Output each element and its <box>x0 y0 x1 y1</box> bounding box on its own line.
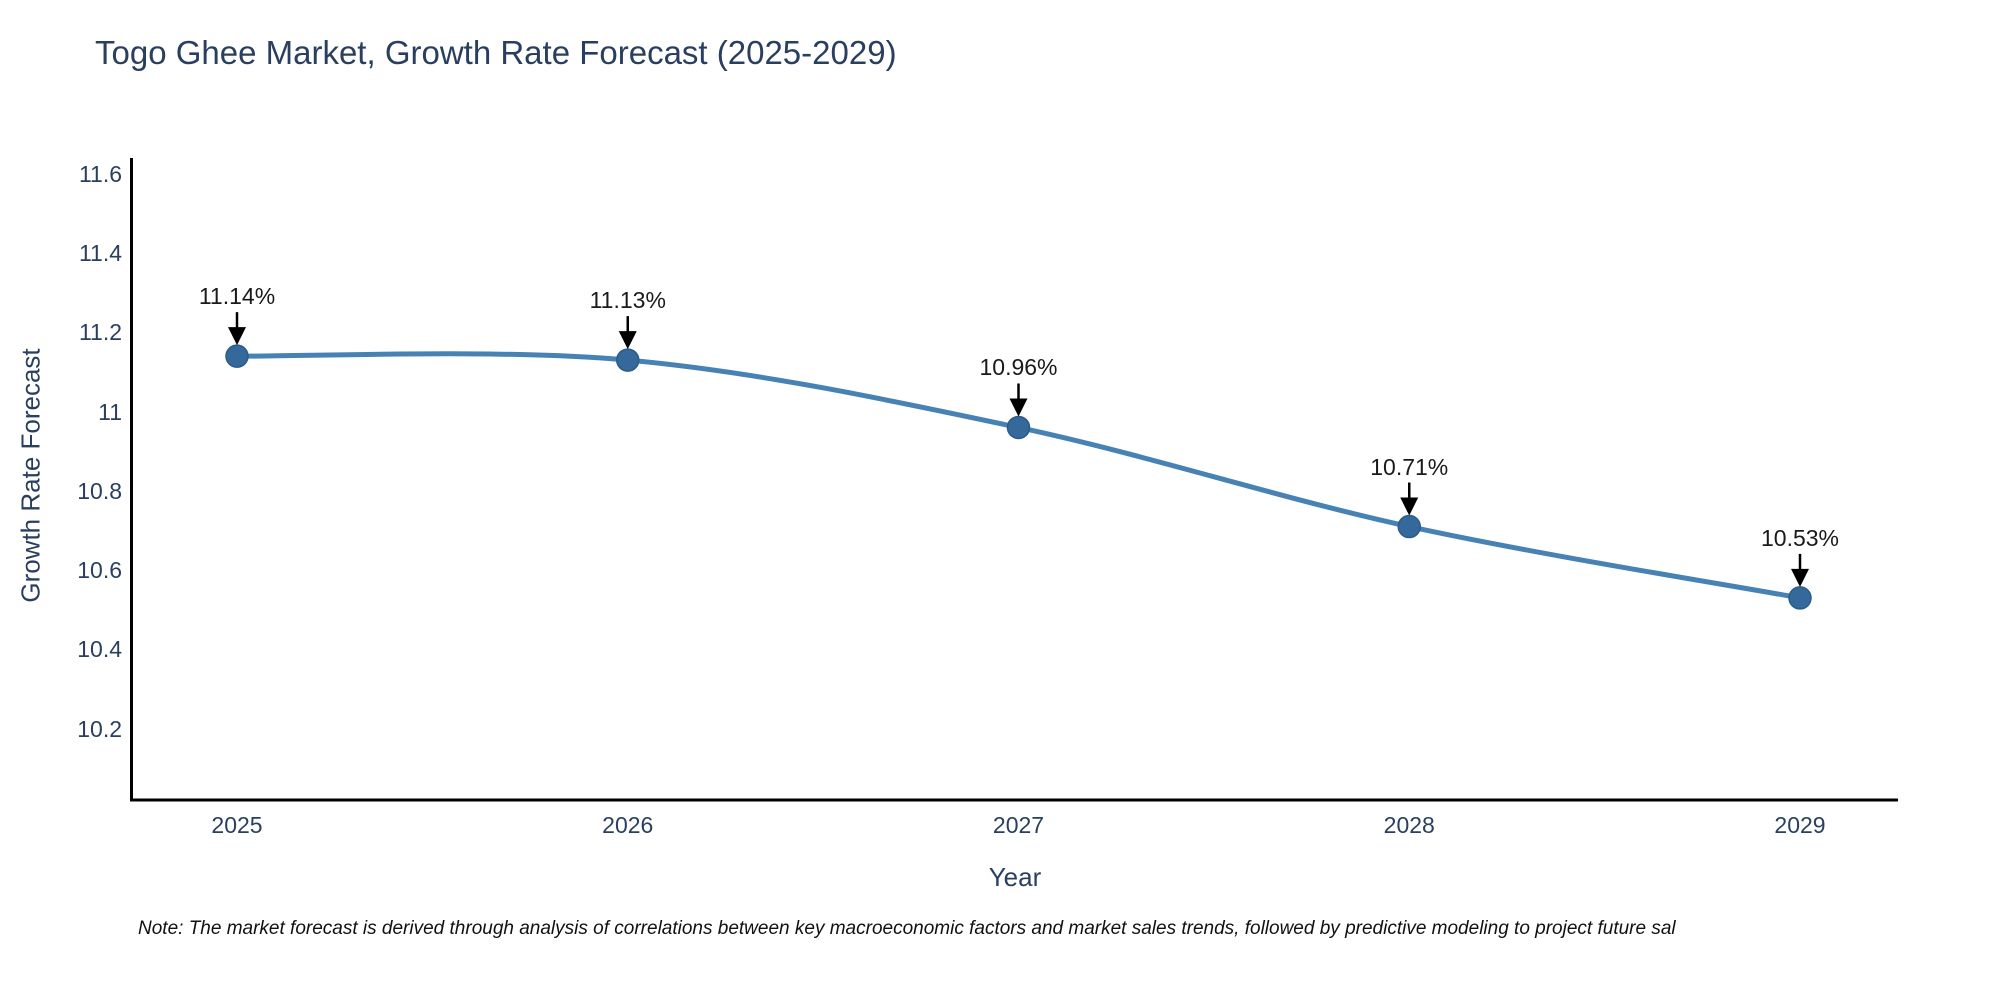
y-tick-label-10.8: 10.8 <box>77 477 122 504</box>
y-tick-label-10.2: 10.2 <box>77 715 122 742</box>
annotation-arrowhead-2029 <box>1791 568 1809 587</box>
chart-title: Togo Ghee Market, Growth Rate Forecast (… <box>95 34 897 71</box>
point-value-label-2029: 10.53% <box>1760 524 1839 551</box>
x-axis-title: Year <box>988 862 1042 892</box>
point-value-label-2025: 11.14% <box>198 283 276 310</box>
x-tick-label-2029: 2029 <box>1774 812 1826 838</box>
x-tick-label-2026: 2026 <box>602 812 654 838</box>
annotation-arrowhead-2025 <box>228 327 246 346</box>
annotation-arrowhead-2028 <box>1400 497 1419 516</box>
y-tick-label-10.4: 10.4 <box>77 636 122 663</box>
point-value-label-2026: 11.13% <box>589 287 666 314</box>
y-tick-label-11.2: 11.2 <box>78 319 122 346</box>
data-point-marker-2029 <box>1788 586 1812 610</box>
data-point-marker-2025 <box>225 344 249 368</box>
x-tick-label-2027: 2027 <box>992 812 1045 838</box>
point-value-label-2027: 10.96% <box>979 354 1058 381</box>
annotation-arrowhead-2027 <box>1009 398 1028 417</box>
x-tick-label-2028: 2028 <box>1383 812 1435 838</box>
y-tick-label-10.6: 10.6 <box>77 557 122 584</box>
data-point-marker-2028 <box>1397 514 1421 539</box>
point-value-label-2028: 10.71% <box>1370 453 1449 480</box>
y-tick-label-11: 11 <box>98 398 122 425</box>
y-tick-label-11.6: 11.6 <box>78 160 122 187</box>
data-point-marker-2026 <box>616 348 640 372</box>
y-tick-label-11.4: 11.4 <box>78 240 122 267</box>
x-tick-label-2025: 2025 <box>211 812 263 838</box>
annotation-arrowhead-2026 <box>618 331 637 350</box>
data-point-marker-2027 <box>1006 415 1031 440</box>
footnote-text: Note: The market forecast is derived thr… <box>138 918 1676 939</box>
